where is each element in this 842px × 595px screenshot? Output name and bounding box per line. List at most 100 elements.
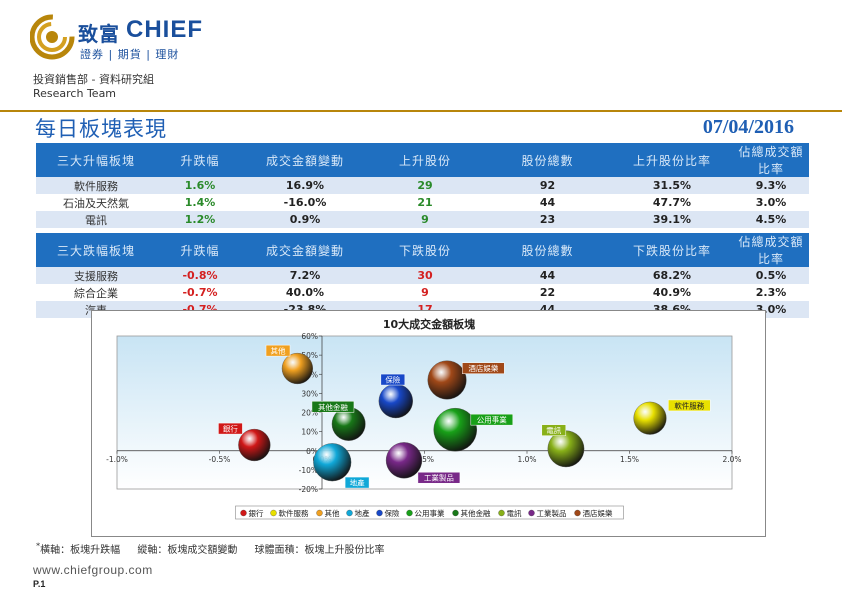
rising-count: 9	[366, 211, 484, 228]
falling-ratio: 68.2%	[611, 267, 733, 284]
total-count: 44	[539, 196, 556, 209]
col-header-turnover-change: 成交金額變動	[244, 233, 366, 267]
bubble-1	[633, 401, 667, 435]
turnover-change: 0.9%	[244, 211, 366, 228]
rising-count: 21	[417, 196, 433, 209]
total-count: 44	[484, 267, 611, 284]
table-header-row: 三大跌幅板塊 升跌幅 成交金額變動 下跌股份 股份總數 下跌股份比率 佔總成交額…	[36, 233, 809, 267]
bubble-2	[281, 352, 313, 385]
page-title: 每日板塊表現	[35, 117, 167, 141]
top-gainers-table: 三大升幅板塊 升跌幅 成交金額變動 上升股份 股份總數 上升股份比率 佔總成交額…	[36, 143, 809, 228]
bubble-4	[378, 383, 413, 419]
total-count: 23	[484, 211, 611, 228]
sector-change: -0.7%	[182, 286, 218, 299]
bubble-label: 其他金融	[318, 402, 348, 412]
bubble-label-box	[344, 476, 370, 489]
bubble-label: 酒店娛樂	[468, 363, 498, 373]
falling-count: 9	[421, 286, 429, 299]
chart-legend	[235, 505, 624, 520]
y-tick-label: 0%	[306, 447, 318, 456]
turnover-share: 0.5%	[733, 267, 809, 284]
x-tick-label: -1.0%	[106, 455, 128, 464]
col-header-total: 股份總數	[484, 233, 611, 267]
bubble-label-box	[265, 344, 291, 357]
col-header-ratio: 下跌股份比率	[611, 233, 733, 267]
turnover-change: 40.0%	[285, 286, 325, 299]
bubble-label: 軟件服務	[674, 400, 704, 410]
rising-ratio: 39.1%	[611, 211, 733, 228]
rising-count: 29	[366, 177, 484, 194]
legend-marker	[406, 509, 413, 517]
bubble-label: 公用事業	[477, 415, 507, 425]
col-header-share: 佔總成交額比率	[733, 143, 809, 177]
bubble-label-box	[462, 362, 505, 374]
team-name: Research Team	[33, 87, 117, 100]
turnover-change: 7.2%	[244, 267, 366, 284]
x-tick-label: -0.5%	[209, 455, 231, 464]
rising-ratio: 47.7%	[652, 196, 692, 209]
turnover-share: 9.3%	[733, 177, 809, 194]
col-header-share: 佔總成交額比率	[733, 233, 809, 267]
turnover-change: 16.9%	[244, 177, 366, 194]
falling-count: 30	[366, 267, 484, 284]
website-link[interactable]: www.chiefgroup.com	[33, 563, 153, 577]
footnote-y-axis: 縱軸：板塊成交額變動	[137, 545, 238, 557]
bubble-label: 電訊	[546, 425, 561, 435]
sector-name: 石油及天然氣	[63, 196, 129, 210]
sector-name: 軟件服務	[36, 177, 156, 194]
y-tick-label: 60%	[301, 332, 318, 341]
department-name: 投資銷售部 - 資料研究組	[33, 73, 154, 86]
sector-name: 電訊	[36, 211, 156, 228]
turnover-change: -16.0%	[283, 196, 327, 209]
rising-ratio: 31.5%	[611, 177, 733, 194]
sector-change: 1.6%	[156, 177, 244, 194]
table-row: 石油及天然氣 1.4% -16.0% 21 44 47.7% 3.0%	[36, 194, 809, 211]
total-count: 22	[539, 286, 556, 299]
bubble-label-box	[311, 401, 355, 413]
bubble-label-box	[541, 424, 567, 436]
sector-change: 1.4%	[184, 196, 216, 209]
legend-marker	[452, 509, 459, 517]
footnote-bubble: 球體面積：板塊上升股份比率	[254, 545, 385, 557]
bubble-9	[427, 360, 467, 400]
top-losers-table: 三大跌幅板塊 升跌幅 成交金額變動 下跌股份 股份總數 下跌股份比率 佔總成交額…	[36, 233, 809, 318]
y-tick-label: 10%	[301, 428, 318, 437]
col-header-count: 上升股份	[366, 143, 484, 177]
table-row: 軟件服務 1.6% 16.9% 29 92 31.5% 9.3%	[36, 177, 809, 194]
legend-item: 公用事業	[415, 508, 445, 518]
table-header-row: 三大升幅板塊 升跌幅 成交金額變動 上升股份 股份總數 上升股份比率 佔總成交額…	[36, 143, 809, 177]
legend-marker	[376, 509, 383, 517]
turnover-share: 3.0%	[755, 196, 787, 209]
legend-marker	[316, 509, 323, 517]
legend-item: 其他	[325, 508, 340, 518]
bubble-chart-svg: 10大成交金額板塊 -20%-10%0%10%20%30%40%50%60%-1…	[106, 317, 742, 520]
legend-item: 酒店娛樂	[583, 508, 613, 518]
x-tick-label: 0.5%	[415, 455, 434, 464]
legend-item: 地產	[355, 508, 370, 518]
y-tick-label: -20%	[299, 485, 318, 494]
col-header-turnover-change: 成交金額變動	[244, 143, 366, 177]
legend-marker	[346, 509, 353, 517]
bubble-label-box	[470, 413, 514, 426]
brand-name-en: CHIEF	[126, 16, 203, 43]
chart-footnote: *橫軸：板塊升跌幅 縱軸：板塊成交額變動 球體面積：板塊上升股份比率	[36, 541, 399, 556]
bubble-label: 工業製品	[424, 473, 454, 483]
brand-subtitle: 證券 | 期貨 | 理財	[80, 48, 180, 61]
legend-item: 銀行	[249, 508, 264, 518]
legend-item: 保險	[385, 508, 400, 518]
x-tick-label: 1.5%	[620, 455, 639, 464]
bubble-label-box	[417, 471, 461, 484]
bubble-chart: 10大成交金額板塊 -20%-10%0%10%20%30%40%50%60%-1…	[91, 310, 766, 537]
brand-name-cn: 致富	[78, 22, 120, 46]
legend-item: 軟件服務	[279, 508, 309, 518]
legend-marker	[528, 509, 535, 517]
sector-change: -0.8%	[156, 267, 244, 284]
bubble-8	[385, 442, 423, 479]
y-tick-label: 20%	[301, 409, 318, 418]
bubble-label: 其他	[271, 346, 286, 356]
turnover-share: 2.3%	[755, 286, 787, 299]
bubble-5	[433, 407, 478, 452]
legend-marker	[240, 509, 247, 517]
table-row: 支援服務 -0.8% 7.2% 30 44 68.2% 0.5%	[36, 267, 809, 284]
bubble-3	[313, 443, 352, 482]
